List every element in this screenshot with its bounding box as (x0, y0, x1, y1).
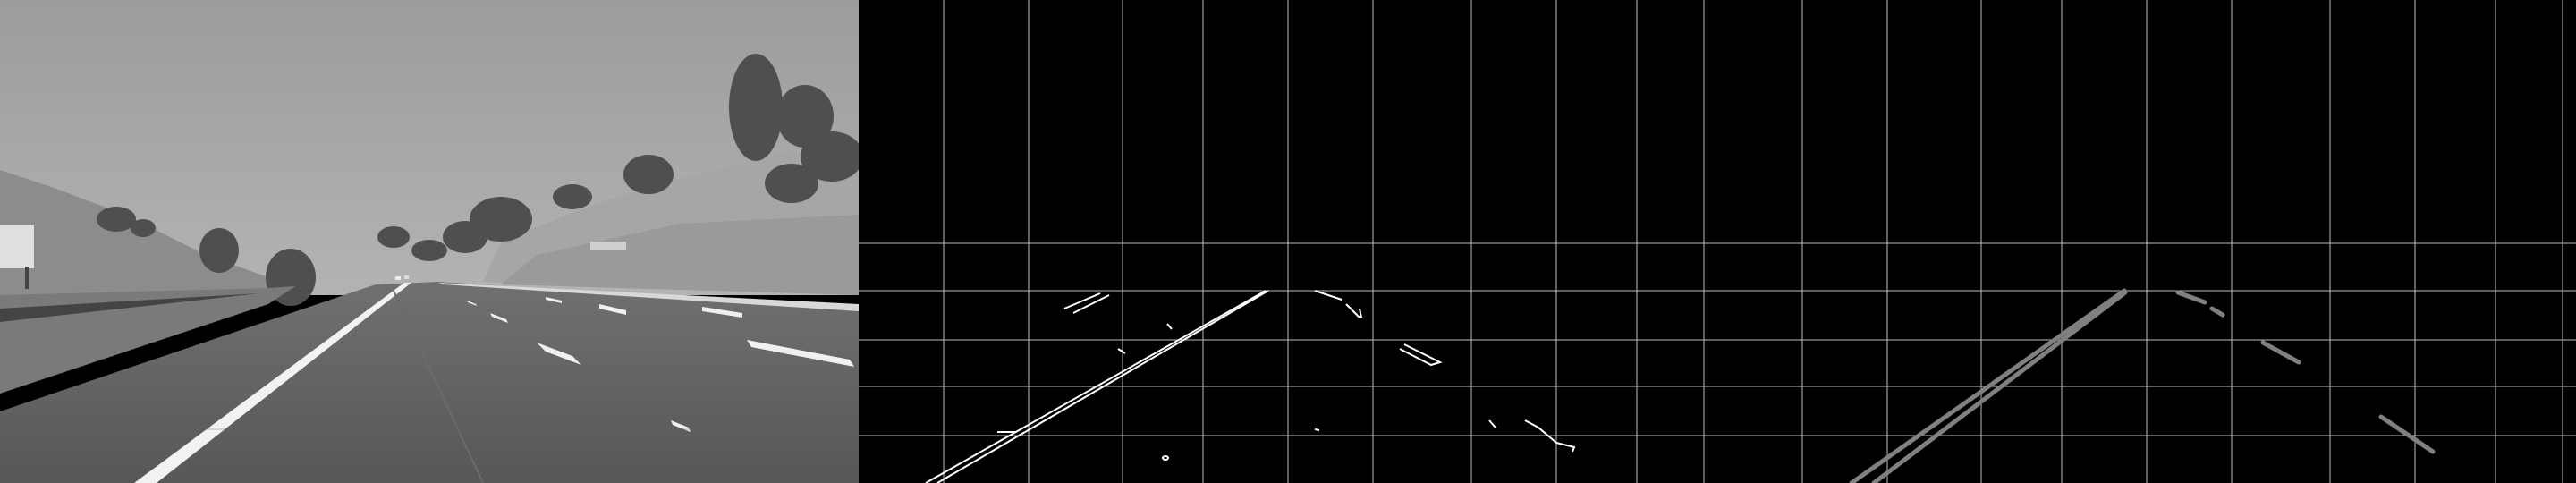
grid-overlay (859, 0, 1717, 483)
trees (97, 54, 859, 306)
dashed-lane-markings (467, 297, 854, 432)
left-lane-line (134, 283, 411, 483)
edge-detection-panel (859, 0, 1717, 483)
grid-overlay (1717, 0, 2576, 483)
billboard (0, 225, 34, 268)
hough-image (1717, 0, 2576, 483)
road-sign (590, 242, 626, 250)
edge-strokes (925, 290, 1576, 483)
hough-lines-panel (1717, 0, 2576, 483)
detected-lane-lines (1849, 288, 2436, 483)
edge-image (859, 0, 1717, 483)
road-photo-panel (0, 0, 859, 483)
road-photo (0, 0, 859, 483)
